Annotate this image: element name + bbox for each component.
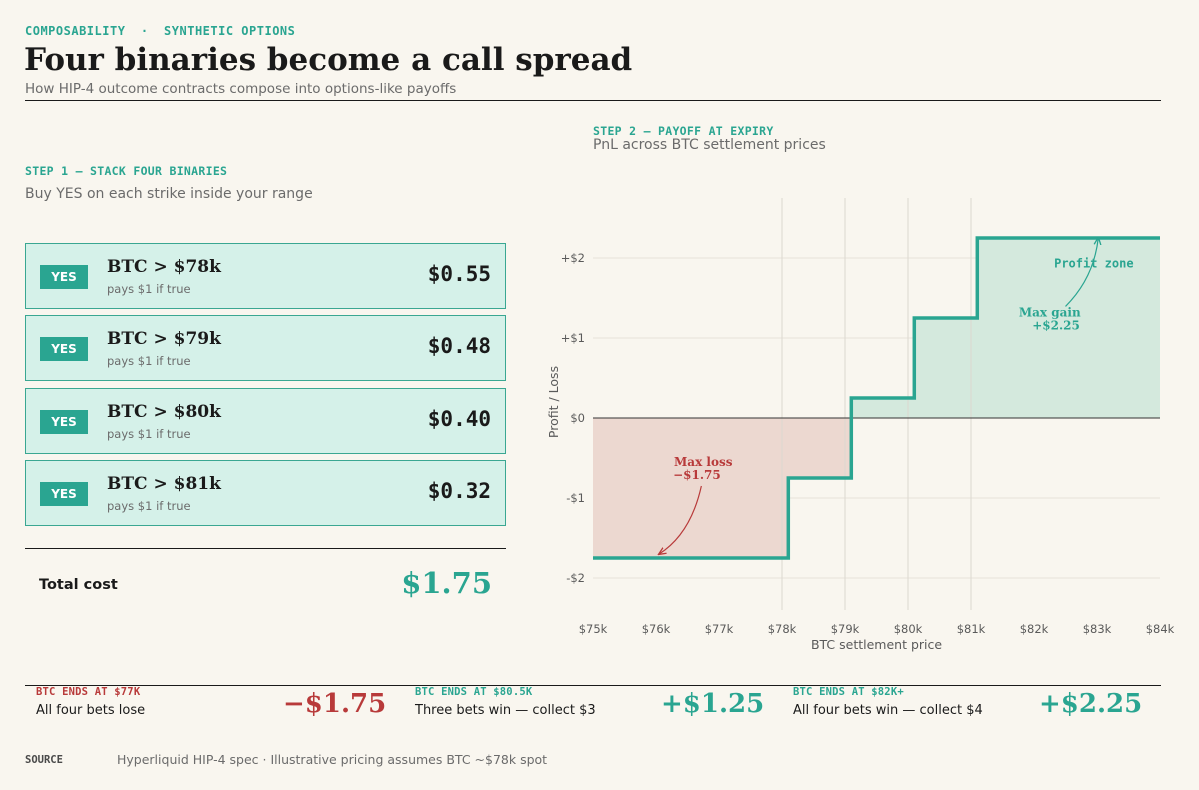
step2-label: STEP 2 — PAYOFF AT EXPIRY (593, 124, 774, 138)
total-cost-value: $1.75 (401, 566, 492, 600)
yes-badge: YES (40, 482, 88, 506)
page-subtitle: How HIP-4 outcome contracts compose into… (25, 81, 457, 97)
card-title: BTC > $81k (107, 474, 221, 494)
outcome-value-loss: −$1.75 (283, 689, 387, 719)
binary-card-80k: YES BTC > $80k pays $1 if true $0.40 (25, 388, 506, 454)
y-tick-label: +$2 (561, 251, 585, 265)
x-tick-label: $76k (642, 622, 671, 636)
kicker: COMPOSABILITY · SYNTHETIC OPTIONS (25, 24, 296, 38)
max-loss-label: Max loss (674, 455, 733, 469)
x-tick-label: $80k (894, 622, 923, 636)
x-tick-label: $79k (831, 622, 860, 636)
total-cost-label: Total cost (39, 577, 118, 593)
step1-desc: Buy YES on each strike inside your range (25, 186, 313, 202)
y-tick-label: +$1 (561, 331, 585, 345)
max-gain-label: Max gain (1019, 305, 1081, 319)
yes-badge: YES (40, 265, 88, 289)
loss-area (593, 418, 1160, 558)
outcome-label-mid: BTC ENDS AT $80.5K (415, 686, 533, 698)
card-subtitle: pays $1 if true (107, 282, 191, 296)
x-tick-label: $75k (579, 622, 608, 636)
x-tick-label: $81k (957, 622, 986, 636)
binary-card-79k: YES BTC > $79k pays $1 if true $0.48 (25, 315, 506, 381)
card-price: $0.32 (427, 479, 491, 503)
card-subtitle: pays $1 if true (107, 427, 191, 441)
x-tick-label: $77k (705, 622, 734, 636)
outcomes-divider (25, 685, 1161, 686)
y-tick-label: -$1 (566, 491, 585, 505)
payoff-chart: +$2 +$1 $0 -$1 -$2 $75k $76k $77k $78k $79k $80k $8… (546, 198, 1175, 652)
outcome-label-gain: BTC ENDS AT $82K+ (793, 686, 904, 698)
step1-label: STEP 1 — STACK FOUR BINARIES (25, 164, 228, 178)
x-axis-title: BTC settlement price (811, 637, 942, 652)
y-tick-label: $0 (570, 411, 585, 425)
gain-area (593, 238, 1160, 418)
binary-card-81k: YES BTC > $81k pays $1 if true $0.32 (25, 460, 506, 526)
x-tick-label: $82k (1020, 622, 1049, 636)
header-divider (25, 100, 1161, 101)
y-tick-label: -$2 (566, 571, 585, 585)
yes-badge: YES (40, 410, 88, 434)
source-label: SOURCE (25, 754, 63, 766)
outcome-value-gain: +$2.25 (1039, 689, 1143, 719)
x-tick-label: $84k (1146, 622, 1175, 636)
yes-badge: YES (40, 337, 88, 361)
outcome-desc-loss: All four bets lose (36, 703, 146, 718)
card-price: $0.48 (427, 334, 491, 358)
max-loss-arrow (659, 485, 702, 554)
card-price: $0.40 (427, 407, 491, 431)
outcome-desc-mid: Three bets win — collect $3 (415, 703, 596, 718)
card-title: BTC > $78k (107, 257, 221, 277)
card-price: $0.55 (427, 262, 491, 286)
outcome-label-loss: BTC ENDS AT $77K (36, 686, 141, 698)
x-tick-label: $78k (768, 622, 797, 636)
max-loss-value: −$1.75 (673, 468, 721, 482)
max-gain-value: +$2.25 (1032, 318, 1080, 332)
outcome-value-mid: +$1.25 (661, 689, 765, 719)
max-gain-arrow (1065, 238, 1099, 307)
profit-zone-label: Profit zone (1054, 257, 1133, 271)
binary-card-78k: YES BTC > $78k pays $1 if true $0.55 (25, 243, 506, 309)
y-axis-title: Profit / Loss (546, 366, 561, 438)
step2-desc: PnL across BTC settlement prices (593, 137, 826, 153)
total-divider (25, 548, 506, 549)
outcome-desc-gain: All four bets win — collect $4 (793, 703, 983, 718)
card-title: BTC > $79k (107, 329, 221, 349)
payoff-line (593, 236, 1160, 560)
x-tick-label: $83k (1083, 622, 1112, 636)
page-title: Four binaries become a call spread (24, 42, 633, 78)
source-text: Hyperliquid HIP-4 spec · Illustrative pr… (117, 752, 548, 767)
card-subtitle: pays $1 if true (107, 354, 191, 368)
card-title: BTC > $80k (107, 402, 221, 422)
card-subtitle: pays $1 if true (107, 499, 191, 513)
